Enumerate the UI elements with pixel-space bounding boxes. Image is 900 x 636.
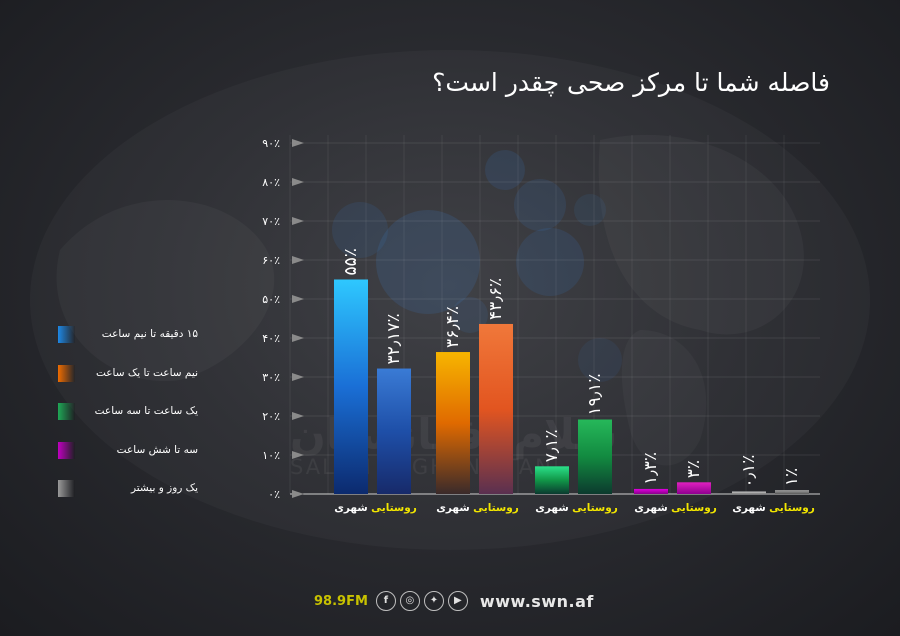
y-tick-marker (292, 451, 304, 459)
legend-item: سه تا شش ساعت (58, 441, 198, 481)
x-axis: شهری روستایی شهری روستایی شهری روستایی شهری روس… (334, 502, 815, 514)
legend-label: یک روز و بیشتر (130, 482, 198, 494)
legend-item: نیم ساعت تا یک ساعت (58, 364, 198, 404)
x-category-label: روستایی (473, 502, 519, 514)
y-tick-marker (292, 295, 304, 303)
data-label: ۰٫۱٪ (739, 455, 759, 488)
y-tick-marker (292, 334, 304, 342)
bar (578, 419, 612, 494)
y-tick-marker (292, 256, 304, 264)
x-category-label: روستایی (572, 502, 618, 514)
x-category-label: شهری (634, 502, 667, 514)
radio-frequency: 98.9FM (314, 593, 368, 609)
y-tick-marker (292, 217, 304, 225)
y-tick-label: ۷۰٪ (262, 215, 280, 228)
bar (677, 482, 711, 494)
bar (535, 466, 569, 494)
x-category-label: روستایی (371, 502, 417, 514)
x-category-label: شهری (535, 502, 568, 514)
legend-item: یک ساعت تا سه ساعت (58, 403, 198, 442)
x-category-label: شهری (436, 502, 469, 514)
data-label: ۴۳٫۶٪ (486, 278, 506, 320)
y-tick-label: ۹۰٪ (262, 137, 280, 150)
data-label: ۱٫۳٪ (641, 452, 661, 485)
legend-label: ۱۵ دقیقه تا نیم ساعت (101, 328, 198, 340)
y-axis: ۰٪ ۱۰٪ ۲۰٪ ۳۰٪ ۴۰٪ ۵۰٪ ۶۰٪ ۷۰٪ ۸۰٪ ۹۰٪ (262, 137, 304, 501)
x-category-label: روستایی (671, 502, 717, 514)
chart-title: فاصله شما تا مرکز صحی چقدر است؟ (432, 68, 830, 97)
legend-item: یک روز و بیشتر (58, 480, 198, 519)
x-category-label: شهری (334, 502, 367, 514)
twitter-icon[interactable]: ✦ (423, 591, 444, 611)
bar (436, 352, 470, 494)
y-tick-label: ۲۰٪ (262, 410, 280, 423)
data-label: ۵۵٪ (341, 248, 361, 275)
y-tick-label: ۶۰٪ (262, 254, 280, 267)
y-tick-marker (292, 178, 304, 186)
legend-swatch (58, 364, 75, 382)
y-tick-label: ۴۰٪ (262, 332, 280, 345)
data-label: ۳۲٫۱۷٪ (384, 313, 404, 364)
data-label: ۳٪ (684, 460, 704, 478)
legend-label: نیم ساعت تا یک ساعت (95, 366, 198, 379)
y-tick-label: ۸۰٪ (262, 176, 280, 189)
x-category-label: روستایی (769, 502, 815, 514)
y-tick-marker (292, 373, 304, 381)
legend: ۱۵ دقیقه تا نیم ساعت نیم ساعت تا یک ساعت… (58, 326, 198, 519)
data-labels: ۵۵٪ ۳۲٫۱۷٪ ۳۶٫۴٪ ۴۳٫۶٪ ۷٫۱٪ ۱۹٫۱٪ ۱٫۳٪ ۳٪ ۰٫۱٪ ۱٪ (341, 248, 802, 487)
data-label: ۱٪ (782, 468, 802, 486)
bar (732, 491, 766, 494)
facebook-icon[interactable]: f (375, 591, 396, 611)
y-tick-marker (292, 412, 304, 420)
data-label: ۳۶٫۴٪ (443, 306, 463, 348)
bar (377, 368, 411, 494)
website-link[interactable]: www.swn.af (479, 591, 594, 611)
bars (334, 279, 809, 494)
instagram-icon[interactable]: ◎ (399, 591, 420, 611)
bar (775, 490, 809, 494)
legend-swatch (58, 403, 75, 420)
legend-label: سه تا شش ساعت (116, 443, 198, 456)
legend-label: یک ساعت تا سه ساعت (94, 405, 198, 417)
y-tick-marker (292, 490, 304, 498)
y-tick-label: ۳۰٪ (262, 371, 280, 384)
bar (634, 488, 668, 494)
legend-swatch (58, 441, 75, 459)
youtube-icon[interactable]: ▶ (447, 591, 468, 611)
y-tick-label: ۰٪ (268, 488, 280, 501)
footer: 98.9FM f ◎ ✦ ▶ www.swn.af (314, 590, 594, 612)
legend-swatch (58, 480, 75, 497)
legend-item: ۱۵ دقیقه تا نیم ساعت (58, 326, 198, 365)
bar (479, 323, 513, 494)
y-tick-label: ۱۰٪ (262, 449, 280, 462)
y-tick-marker (292, 139, 304, 147)
y-tick-label: ۵۰٪ (262, 293, 280, 306)
legend-swatch (58, 326, 75, 343)
bar (334, 279, 368, 494)
x-category-label: شهری (732, 502, 765, 514)
data-label: ۱۹٫۱٪ (585, 373, 605, 415)
data-label: ۷٫۱٪ (542, 429, 562, 462)
